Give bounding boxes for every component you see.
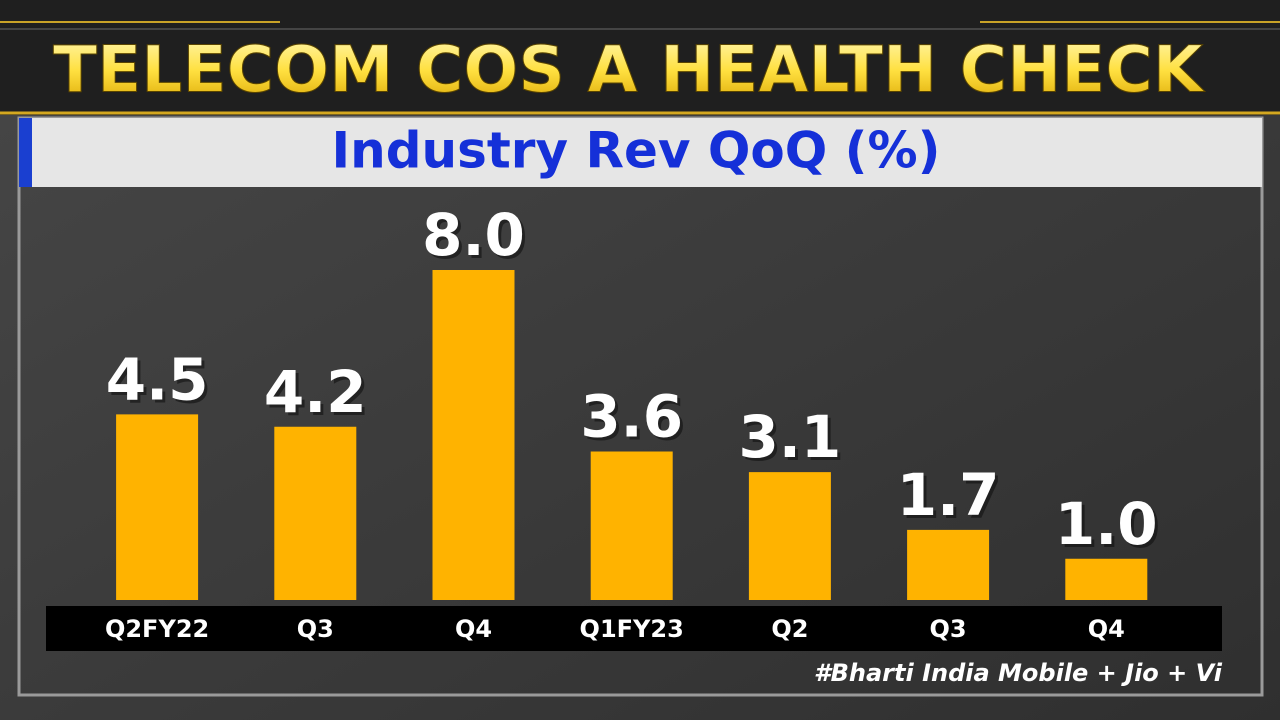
x-tick-label: Q3 <box>930 615 967 643</box>
bar <box>274 426 357 600</box>
x-tick-label: Q3 <box>297 615 334 643</box>
value-label: 4.2 <box>264 358 367 426</box>
bar <box>748 472 831 600</box>
value-label: 1.7 <box>897 461 1000 529</box>
bar <box>432 270 515 600</box>
x-tick-label: Q1FY23 <box>580 615 684 643</box>
value-label-shadow: 1.7 <box>900 464 1003 532</box>
x-tick-label: Q4 <box>455 615 492 643</box>
x-tick-label: Q4 <box>1088 615 1125 643</box>
value-label: 3.6 <box>580 383 683 451</box>
value-label-shadow: 3.1 <box>742 406 845 474</box>
title-panel <box>19 118 1262 187</box>
bar <box>590 451 673 600</box>
bar <box>907 529 990 600</box>
value-label-shadow: 1.0 <box>1058 493 1161 561</box>
source-note: #Bharti India Mobile + Jio + Vi <box>814 659 1223 687</box>
category-strip <box>46 606 1222 651</box>
x-tick-label: Q2FY22 <box>105 615 209 643</box>
value-label-shadow: 3.6 <box>583 386 686 454</box>
chart-title: Industry Rev QoQ (%) <box>332 122 941 180</box>
bar <box>116 414 199 600</box>
value-label: 3.1 <box>739 403 842 471</box>
title-accent <box>19 118 32 187</box>
bar <box>1065 558 1148 600</box>
x-tick-label: Q2 <box>771 615 808 643</box>
value-label: 8.0 <box>422 201 525 269</box>
value-label-shadow: 4.2 <box>267 361 370 429</box>
value-label-shadow: 8.0 <box>425 204 528 272</box>
header-band <box>0 0 1280 115</box>
value-label: 1.0 <box>1055 490 1158 558</box>
value-label: 4.5 <box>106 345 209 413</box>
header-title: TELECOM COS A HEALTH CHECK <box>53 34 1205 108</box>
value-label-shadow: 4.5 <box>109 348 212 416</box>
